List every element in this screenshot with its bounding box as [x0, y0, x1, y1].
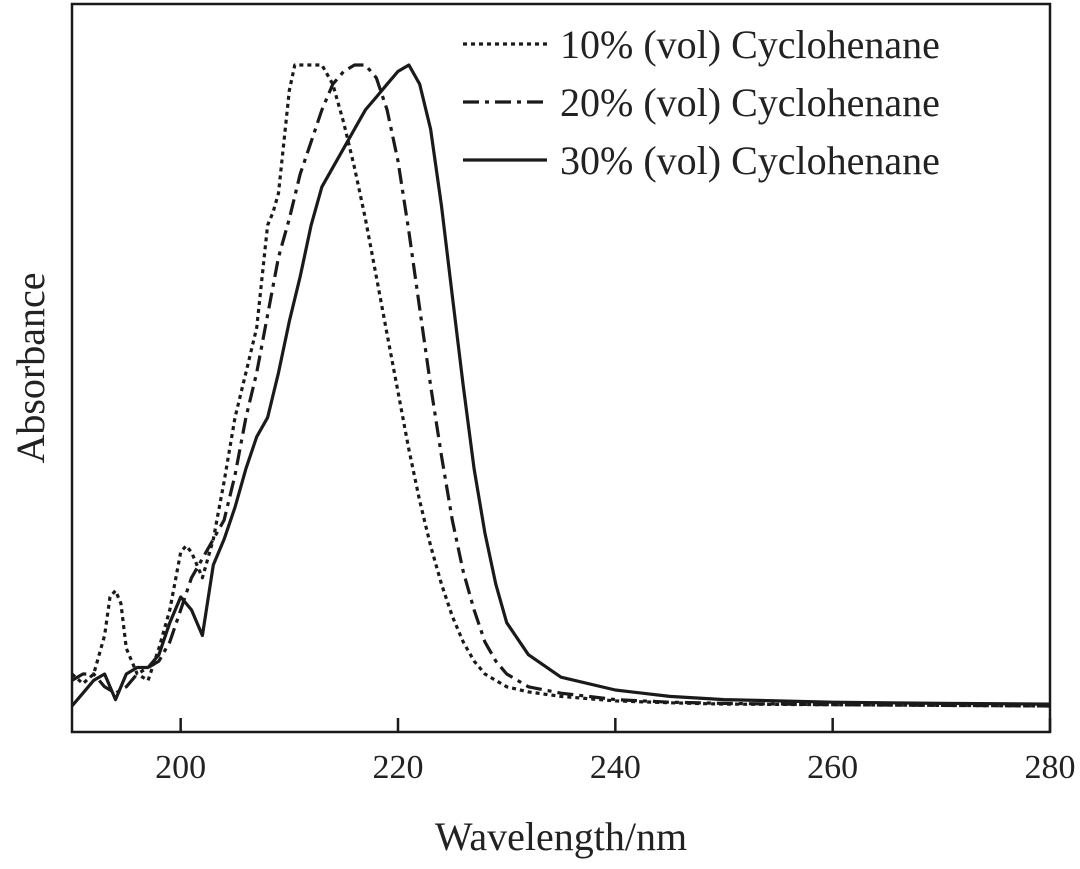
legend-label-1: 10% (vol) Cyclohenane [560, 22, 940, 67]
legend-label-3: 30% (vol) Cyclohenane [560, 138, 940, 183]
x-tick-label: 280 [1025, 749, 1076, 786]
y-axis-title: Absorbance [8, 272, 53, 463]
x-axis-title: Wavelength/nm [435, 814, 687, 859]
series-line-3 [70, 63, 1051, 708]
x-tick-label: 240 [590, 749, 641, 786]
x-tick-label: 260 [807, 749, 858, 786]
legend: 10% (vol) Cyclohenane 20% (vol) Cyclohena… [463, 22, 940, 183]
series-line-2 [71, 63, 1051, 708]
series-line-1 [70, 63, 1051, 708]
series-layer [70, 63, 1051, 708]
plot-frame [70, 2, 1052, 734]
legend-label-2: 20% (vol) Cyclohenane [560, 80, 940, 125]
x-ticks: 200 220 240 260 280 [155, 718, 1076, 786]
x-tick-label: 200 [155, 749, 206, 786]
x-tick-label: 220 [373, 749, 424, 786]
